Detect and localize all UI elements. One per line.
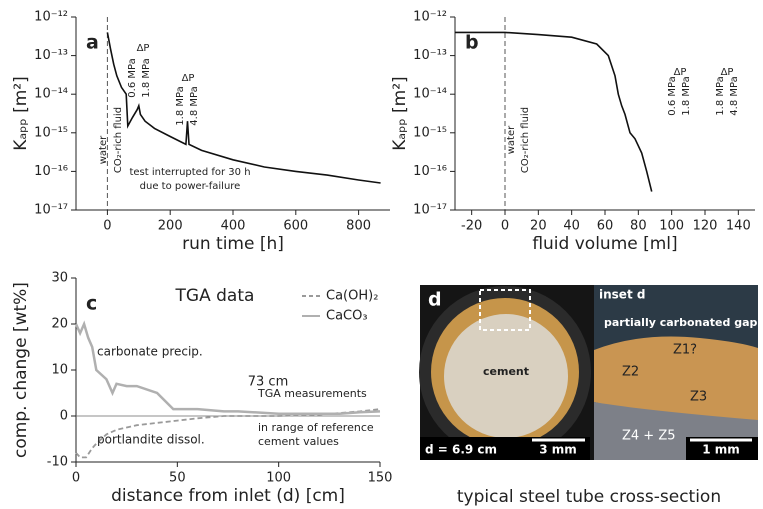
y-axis-label: Kₐₚₚ [m²] — [11, 76, 31, 150]
y-tick-label: -10 — [47, 455, 68, 470]
x-tick-label: 140 — [726, 219, 751, 234]
photo-label: cement — [483, 365, 529, 378]
panel-letter: a — [86, 32, 99, 54]
y-tick-label: 10⁻¹⁴ — [34, 87, 68, 102]
photo-label: Z4 + Z5 — [622, 429, 676, 444]
y-tick-label: 10⁻¹⁶ — [34, 164, 68, 179]
annotation: water — [98, 135, 109, 164]
annotation: cement values — [258, 435, 339, 448]
photo-label: Z3 — [690, 390, 707, 405]
annotation: ΔP — [721, 67, 734, 78]
scale-bar-bg — [420, 437, 590, 460]
y-axis-label: Kₐₚₚ [m²] — [390, 76, 410, 150]
y-tick-label: 30 — [51, 271, 68, 286]
panel-letter: c — [86, 293, 97, 315]
annotation: 1.8 MPa — [681, 76, 692, 115]
y-axis-label: comp. change [wt%] — [11, 282, 31, 458]
legend-label: Ca(OH)₂ — [326, 289, 378, 304]
annotation: 1.8 MPa — [715, 76, 726, 115]
x-tick-label: 60 — [597, 219, 614, 234]
y-tick-label: 10⁻¹³ — [34, 48, 68, 63]
y-tick-label: 10⁻¹⁷ — [413, 203, 447, 218]
data-line — [74, 320, 381, 415]
photo-label: inset d — [599, 288, 645, 302]
x-tick-label: 100 — [659, 219, 684, 234]
x-tick-label: 150 — [368, 471, 393, 486]
annotation: 0.6 MPa — [667, 76, 678, 115]
y-tick-label: 10⁻¹³ — [413, 48, 447, 63]
y-tick-label: 10⁻¹⁷ — [34, 203, 68, 218]
annotation: 0.6 MPa — [127, 58, 138, 97]
photo-label: 1 mm — [702, 443, 740, 457]
annotation: carbonate precip. — [97, 345, 203, 359]
annotation: TGA measurements — [257, 387, 367, 400]
annotation: 4.8 MPa — [189, 86, 200, 125]
y-tick-label: 10⁻¹⁵ — [34, 125, 68, 140]
x-tick-label: 600 — [283, 219, 308, 234]
photo-label: partially carbonated gap — [604, 316, 757, 329]
annotation: due to power-failure — [140, 181, 241, 192]
data-line — [455, 31, 653, 192]
y-tick-label: 10⁻¹⁴ — [413, 87, 447, 102]
cement-core — [444, 314, 568, 438]
x-axis-label: fluid volume [ml] — [532, 234, 677, 254]
legend-label: CaCO₃ — [326, 309, 368, 324]
x-tick-label: 400 — [221, 219, 246, 234]
x-tick-label: 40 — [563, 219, 580, 234]
x-tick-label: 800 — [346, 219, 371, 234]
annotation: 1.8 MPa — [141, 58, 152, 97]
annotation: 4.8 MPa — [729, 76, 740, 115]
annotation: 1.8 MPa — [175, 86, 186, 125]
photo-label: 3 mm — [539, 443, 577, 457]
x-axis-label: distance from inlet (d) [cm] — [111, 486, 345, 506]
x-tick-label: 120 — [693, 219, 718, 234]
x-tick-label: 0 — [103, 219, 111, 234]
x-tick-label: 20 — [530, 219, 547, 234]
photo-panel: d cement d = 6.9 cm 3 mm inset d partial… — [419, 285, 758, 460]
annotation: portlandite dissol. — [97, 433, 205, 447]
annotation: TGA data — [175, 286, 255, 306]
caption: typical steel tube cross-section — [457, 487, 721, 507]
annotation: test interrupted for 30 h — [129, 167, 250, 178]
annotation: water — [506, 125, 517, 154]
y-tick-label: 10⁻¹⁵ — [413, 125, 447, 140]
annotation: ΔP — [137, 43, 150, 54]
y-tick-label: 10 — [51, 363, 68, 378]
y-tick-label: 10⁻¹⁶ — [413, 164, 447, 179]
data-line — [75, 408, 381, 459]
annotation: in range of reference — [258, 421, 374, 434]
scale-bar-bg — [686, 437, 758, 460]
annotation: CO₂-rich fluid — [520, 107, 531, 173]
annotation: ΔP — [182, 73, 195, 84]
annotation: 73 cm — [248, 375, 289, 390]
x-tick-label: 0 — [72, 471, 80, 486]
x-tick-label: -20 — [461, 219, 482, 234]
x-axis-label: run time [h] — [182, 234, 284, 254]
inset-frame — [479, 289, 531, 331]
x-tick-label: 0 — [501, 219, 509, 234]
y-tick-label: 10⁻¹² — [413, 10, 447, 25]
x-tick-label: 100 — [266, 471, 291, 486]
panel-letter: d — [428, 289, 442, 311]
photo-label: Z2 — [622, 365, 639, 380]
photo-label: d = 6.9 cm — [425, 443, 497, 457]
y-tick-label: 10⁻¹² — [34, 10, 68, 25]
annotation: ΔP — [674, 67, 687, 78]
data-line — [106, 32, 381, 184]
photo-label: Z1? — [673, 343, 697, 358]
y-tick-label: 0 — [60, 409, 68, 424]
y-tick-label: 20 — [51, 317, 68, 332]
x-tick-label: 80 — [630, 219, 647, 234]
annotation: CO₂-rich fluid — [113, 107, 124, 173]
x-tick-label: 200 — [158, 219, 183, 234]
panel-letter: b — [465, 32, 479, 54]
carbonated-zone — [594, 336, 758, 420]
x-tick-label: 50 — [169, 471, 186, 486]
